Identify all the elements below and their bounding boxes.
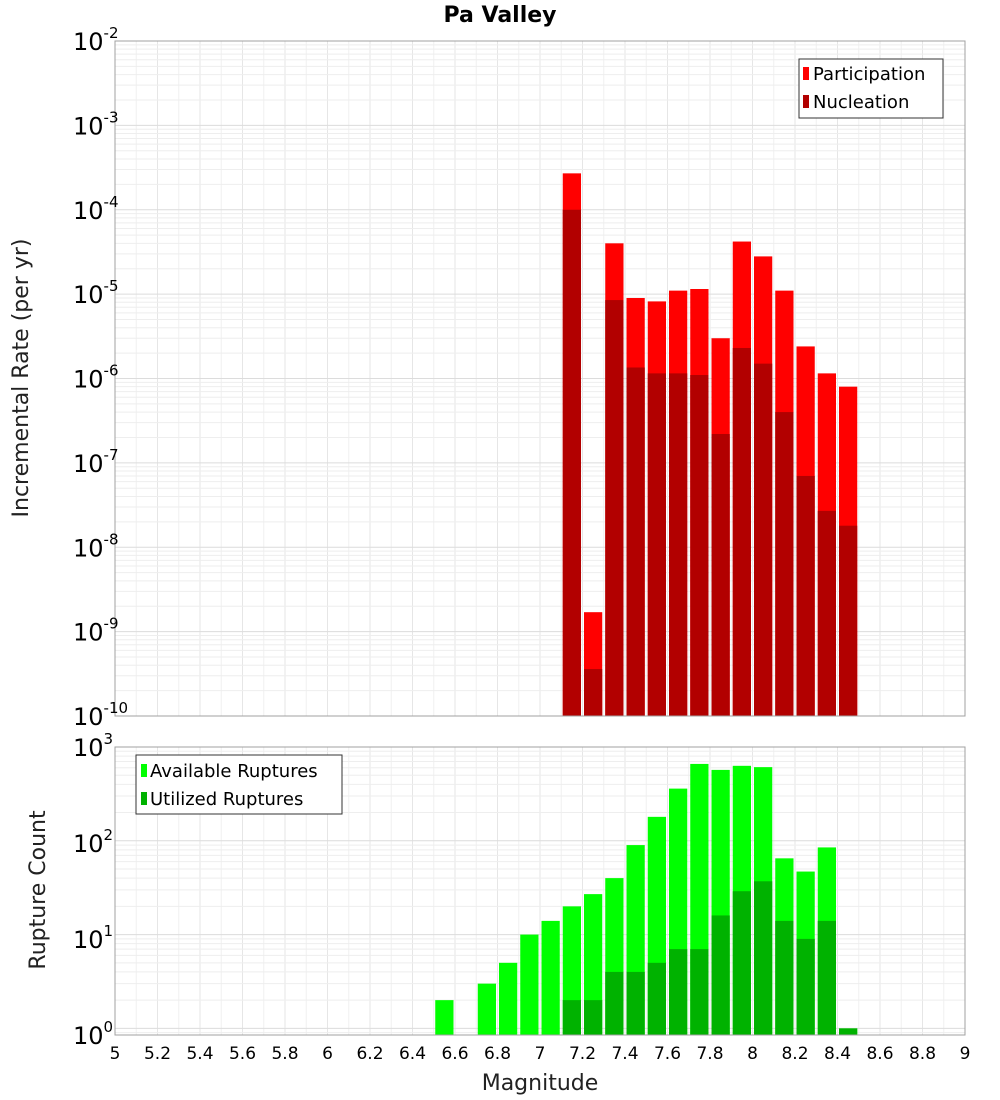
top-legend: Participation Nucleation — [798, 58, 944, 119]
x-tick-label: 7 — [535, 1044, 546, 1064]
available-ruptures-swatch — [141, 764, 147, 777]
x-axis-label: Magnitude — [482, 1071, 599, 1096]
top-y-tick-label: 10-3 — [73, 108, 119, 140]
x-tick-label: 7.4 — [611, 1044, 638, 1064]
top-legend-box — [798, 58, 944, 119]
utilized-ruptures-bar — [796, 938, 815, 1035]
nucleation-bar — [839, 525, 858, 716]
bottom-y-tick-label: 103 — [73, 730, 113, 762]
bottom-legend-box — [135, 754, 343, 815]
x-tick-label: 5.6 — [229, 1044, 256, 1064]
nucleation-bar — [647, 373, 666, 716]
top-y-tick-label: 10-5 — [73, 277, 119, 309]
utilized-ruptures-bar — [775, 920, 794, 1035]
x-tick-label: 5 — [110, 1044, 121, 1064]
nucleation-bar — [584, 669, 603, 716]
nucleation-bar — [732, 347, 751, 716]
top-y-tick-label: 10-9 — [73, 615, 119, 647]
bottom-legend: Available Ruptures Utilized Ruptures — [135, 754, 343, 815]
top-plot-frame — [114, 40, 966, 717]
x-tick-label: 9 — [960, 1044, 971, 1064]
x-tick-label: 7.2 — [569, 1044, 596, 1064]
utilized-ruptures-bar — [562, 1000, 581, 1035]
top-y-tick-label: 10-7 — [73, 446, 119, 478]
top-bars — [562, 173, 858, 717]
x-tick-label: 6 — [322, 1044, 333, 1064]
x-tick-label: 5.4 — [186, 1044, 213, 1064]
x-tick-label: 8.4 — [824, 1044, 851, 1064]
available-ruptures-bar — [435, 1000, 454, 1035]
nucleation-bar — [690, 375, 709, 716]
nucleation-bar — [711, 433, 730, 716]
nucleation-bar — [669, 373, 688, 716]
bottom-y-axis-label: Rupture Count — [26, 810, 51, 970]
top-y-ticks: 10-10 10-9 10-8 10-7 10-6 10-5 10-4 10-3 10-2 — [73, 24, 128, 731]
nucleation-bar — [754, 363, 773, 716]
top-y-tick-label: 10-10 — [73, 699, 128, 731]
utilized-ruptures-bar — [754, 881, 773, 1035]
x-tick-label: 8.6 — [866, 1044, 893, 1064]
x-tick-label: 8.8 — [909, 1044, 936, 1064]
top-y-tick-label: 10-8 — [73, 530, 119, 562]
utilized-ruptures-bar — [732, 891, 751, 1035]
nucleation-legend-label: Nucleation — [813, 92, 909, 113]
utilized-ruptures-bar — [584, 1000, 603, 1035]
utilized-ruptures-swatch — [141, 792, 147, 805]
available-ruptures-bar — [584, 894, 603, 1035]
nucleation-bar — [817, 510, 836, 716]
bottom-bars — [435, 763, 858, 1035]
available-ruptures-bar — [477, 983, 496, 1035]
nucleation-bar — [605, 300, 624, 716]
x-tick-label: 6.2 — [356, 1044, 383, 1064]
utilized-ruptures-bar — [605, 971, 624, 1035]
utilized-ruptures-bar — [817, 920, 836, 1035]
utilized-ruptures-bar — [690, 949, 709, 1035]
x-tick-label: 8.2 — [781, 1044, 808, 1064]
bottom-plot-frame — [114, 746, 966, 1036]
utilized-ruptures-bar — [711, 915, 730, 1035]
nucleation-swatch — [803, 95, 809, 108]
nucleation-bar — [796, 475, 815, 716]
x-tick-label: 8 — [747, 1044, 758, 1064]
participation-legend-label: Participation — [813, 64, 925, 85]
top-y-axis-label: Incremental Rate (per yr) — [9, 239, 34, 518]
bottom-y-tick-label: 101 — [73, 922, 113, 954]
utilized-ruptures-legend-label: Utilized Ruptures — [150, 789, 303, 810]
x-tick-label: 6.6 — [441, 1044, 468, 1064]
nucleation-bar — [562, 209, 581, 716]
available-ruptures-bar — [541, 920, 560, 1035]
x-tick-label: 7.6 — [654, 1044, 681, 1064]
available-ruptures-legend-label: Available Ruptures — [150, 761, 318, 782]
utilized-ruptures-bar — [647, 962, 666, 1035]
x-tick-label: 6.4 — [399, 1044, 426, 1064]
utilized-ruptures-bar — [669, 949, 688, 1035]
bottom-y-ticks: 100 101 102 103 — [73, 730, 113, 1050]
nucleation-bar — [775, 412, 794, 716]
bottom-y-tick-label: 100 — [73, 1018, 113, 1050]
x-tick-label: 5.8 — [271, 1044, 298, 1064]
participation-swatch — [803, 67, 809, 80]
available-ruptures-bar — [499, 962, 518, 1035]
top-y-tick-label: 10-4 — [73, 193, 119, 225]
utilized-ruptures-bar — [839, 1028, 858, 1035]
x-tick-label: 5.2 — [144, 1044, 171, 1064]
available-ruptures-bar — [520, 934, 539, 1035]
top-y-tick-label: 10-6 — [73, 362, 119, 394]
top-grid — [114, 41, 966, 717]
x-ticks: 5 5.2 5.4 5.6 5.8 6 6.2 6.4 6.6 6.8 7 7.2 7.4 7.6 7.8 8… — [110, 1044, 971, 1064]
top-y-tick-label: 10-2 — [73, 24, 119, 56]
nucleation-bar — [626, 367, 645, 716]
utilized-ruptures-bar — [626, 971, 645, 1035]
chart-title: Pa Valley — [443, 3, 556, 28]
x-tick-label: 6.8 — [484, 1044, 511, 1064]
x-tick-label: 7.8 — [696, 1044, 723, 1064]
bottom-y-tick-label: 102 — [73, 826, 113, 858]
